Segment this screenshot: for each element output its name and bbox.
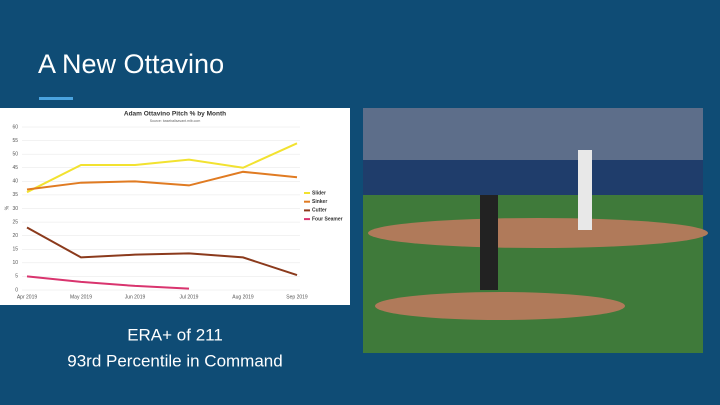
y-tick-label: 35 xyxy=(12,192,18,198)
x-tick-label: Apr 2019 xyxy=(17,294,38,300)
legend-label: Slider xyxy=(312,190,326,196)
y-tick-label: 45 xyxy=(12,165,18,171)
chart-panel xyxy=(0,108,350,305)
y-axis-label: % xyxy=(4,205,10,210)
photo-dirt xyxy=(368,218,708,248)
photo xyxy=(363,108,708,353)
y-tick-label: 0 xyxy=(15,287,18,293)
photo-wall xyxy=(363,160,703,195)
slide-text: ERA+ of 211 xyxy=(127,325,223,344)
series-line xyxy=(26,142,298,194)
chart-title: Adam Ottavino Pitch % by Month xyxy=(124,111,226,118)
slide-title: A New Ottavino xyxy=(38,49,224,79)
photo-mound xyxy=(375,292,625,320)
y-tick-label: 20 xyxy=(12,233,18,239)
slide-text: 93rd Percentile in Command xyxy=(67,351,282,370)
y-tick-label: 60 xyxy=(12,124,18,130)
photo-crowd xyxy=(363,108,703,168)
legend-label: Cutter xyxy=(312,208,327,214)
y-tick-label: 55 xyxy=(12,138,18,144)
series-line xyxy=(26,275,190,290)
legend-label: Sinker xyxy=(312,199,327,205)
photo-pitcher xyxy=(480,195,498,290)
title-accent xyxy=(39,97,73,100)
legend-label: Four Seamer xyxy=(312,216,343,222)
y-tick-label: 15 xyxy=(12,247,18,253)
y-tick-label: 50 xyxy=(12,151,18,157)
series-line xyxy=(26,226,298,277)
y-tick-label: 5 xyxy=(15,274,18,280)
y-tick-label: 40 xyxy=(12,179,18,185)
x-tick-label: Aug 2019 xyxy=(232,294,254,300)
x-tick-label: Sep 2019 xyxy=(286,294,308,300)
x-tick-label: Jun 2019 xyxy=(125,294,146,300)
y-tick-label: 30 xyxy=(12,206,18,212)
chart-subtitle: Source: baseballsavant.mlb.com xyxy=(150,119,201,123)
series-line xyxy=(26,170,298,191)
x-tick-label: May 2019 xyxy=(70,294,92,300)
photo-batter xyxy=(578,150,592,230)
y-tick-label: 25 xyxy=(12,219,18,225)
x-tick-label: Jul 2019 xyxy=(180,294,199,300)
y-tick-label: 10 xyxy=(12,260,18,266)
